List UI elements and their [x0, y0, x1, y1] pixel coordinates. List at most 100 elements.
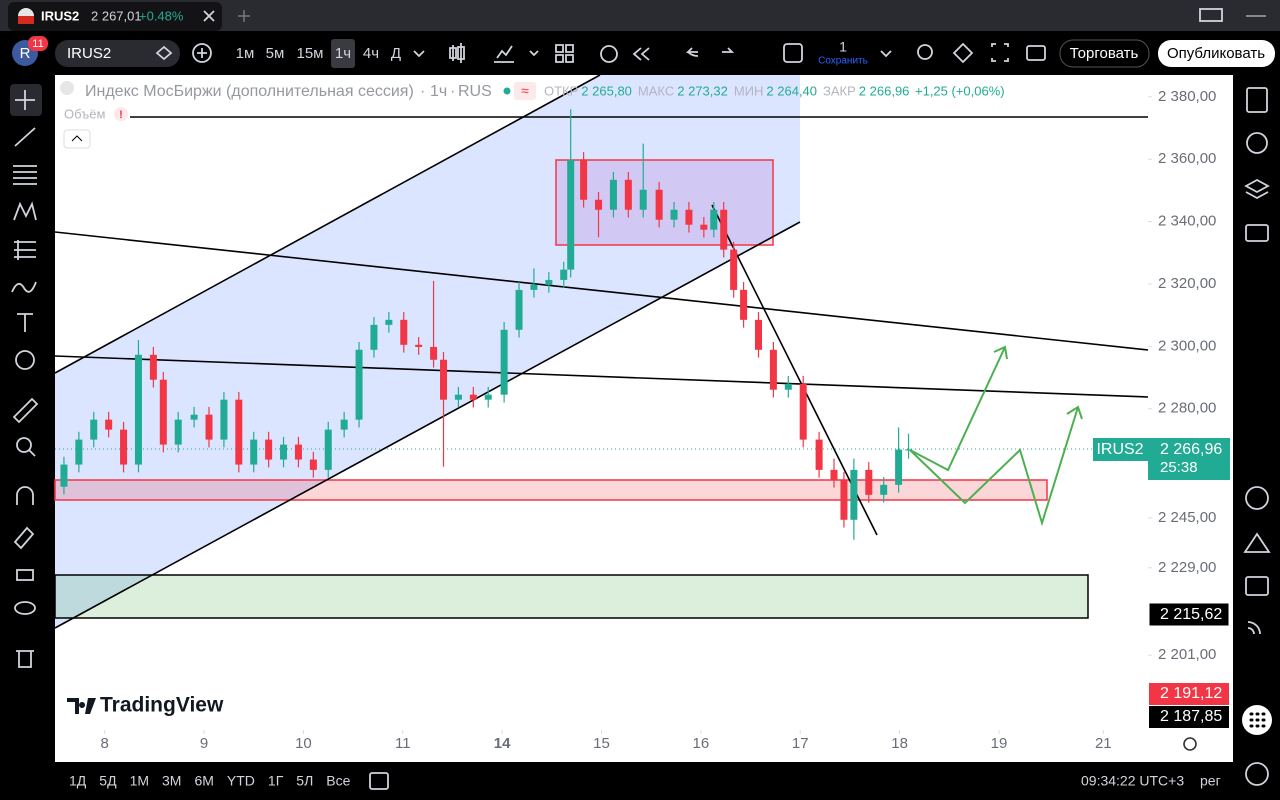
active-interval-bg [331, 39, 355, 68]
lock-tool[interactable] [16, 569, 34, 581]
layout-icon[interactable] [783, 43, 803, 63]
range-button[interactable]: 5Д [99, 773, 117, 789]
settings-icon[interactable] [952, 42, 974, 64]
window-icon[interactable] [1199, 8, 1223, 22]
y-tick-label: 2 245,00 [1158, 509, 1216, 526]
save-label[interactable]: Сохранить [818, 56, 868, 67]
ohlc-value: 2 264,40 [766, 83, 817, 98]
demand-zone [54, 479, 1048, 501]
stream-icon[interactable] [1247, 621, 1261, 635]
candle-body [560, 269, 568, 280]
tab[interactable] [8, 2, 222, 31]
alert-icon[interactable] [600, 45, 618, 63]
symbol-search[interactable] [55, 40, 180, 67]
range-button[interactable]: YTD [227, 773, 255, 789]
pattern-tool[interactable] [13, 201, 37, 221]
redo-icon[interactable] [722, 47, 735, 53]
interval-button[interactable]: Д [391, 45, 401, 62]
magnet-tool[interactable] [16, 486, 34, 505]
down-trend-line [711, 204, 878, 536]
layouts-icon[interactable] [555, 44, 574, 63]
replay-icon[interactable] [632, 47, 650, 61]
save-dropdown[interactable] [880, 50, 892, 58]
candle-body [174, 419, 182, 445]
trash-tool[interactable] [16, 650, 34, 668]
interval-button[interactable]: 1м [236, 45, 255, 62]
candle-body [190, 414, 198, 420]
visibility-tool[interactable] [14, 601, 36, 615]
icon-tool[interactable] [15, 350, 35, 370]
tv-logo [67, 698, 96, 714]
candle-body [799, 383, 807, 440]
goto-date[interactable] [369, 772, 389, 790]
ideas-icon[interactable] [1243, 532, 1271, 553]
candles-icon[interactable] [449, 43, 465, 63]
range-button[interactable]: 3М [162, 773, 181, 789]
compare-button[interactable] [192, 43, 212, 63]
interval-group: 1м 5м 15м 1ч 4ч Д [236, 45, 401, 62]
crosshair-tool[interactable] [15, 90, 35, 110]
indicators-icon[interactable] [494, 45, 514, 63]
alerts-icon[interactable] [1246, 132, 1268, 154]
draw-mode-tool[interactable] [13, 526, 35, 550]
layers-icon[interactable] [1244, 178, 1270, 200]
candle-body [815, 439, 823, 470]
candle-body [235, 399, 243, 465]
interval-button[interactable]: 1ч [335, 45, 351, 62]
trade-button[interactable] [1059, 39, 1150, 68]
brush-tool[interactable] [11, 281, 37, 293]
help-icon[interactable] [1245, 762, 1269, 786]
interval-button[interactable]: 15м [297, 45, 324, 62]
fullscreen-icon[interactable] [991, 43, 1009, 62]
interval-button[interactable]: 4ч [363, 45, 379, 62]
y-tick-label: 2 320,00 [1158, 275, 1216, 292]
new-tab[interactable] [238, 10, 250, 22]
level-tag [1148, 602, 1230, 627]
chat-icon[interactable] [1245, 224, 1269, 242]
collapse-legend[interactable] [63, 129, 91, 149]
undo-icon[interactable] [685, 47, 699, 57]
trendline-tool[interactable] [14, 127, 36, 147]
x-tick-label: 15 [593, 735, 610, 752]
snapshot-icon[interactable] [1026, 45, 1046, 61]
zoom-tool-handle [28, 449, 36, 457]
target-icon[interactable] [1245, 486, 1269, 510]
session[interactable]: рег [1200, 773, 1221, 789]
candle-body [784, 383, 792, 390]
candle-body [880, 484, 888, 495]
diamond-icon[interactable] [155, 45, 173, 61]
range-button[interactable]: 5Л [296, 773, 313, 789]
x-tick-label: 10 [295, 735, 312, 752]
arrow-head [993, 345, 1008, 360]
ruler-tool[interactable] [12, 397, 39, 424]
y-tick-label: 2 380,00 [1158, 88, 1216, 105]
legend-name: Индекс МосБиржи (дополнительная сессия) [85, 83, 414, 100]
range-button[interactable]: 1Д [69, 773, 87, 789]
watchlist-icon[interactable] [1246, 87, 1268, 113]
range-button[interactable]: 6М [194, 773, 213, 789]
interval-dropdown[interactable] [413, 50, 425, 58]
zoom-tool[interactable] [16, 437, 32, 453]
search-icon[interactable] [917, 44, 933, 60]
range-button[interactable]: 1М [130, 773, 149, 789]
trend-lines [54, 74, 1149, 629]
range-button[interactable]: Все [326, 773, 350, 789]
range-button[interactable]: 1Г [268, 773, 284, 789]
text-tool[interactable] [17, 313, 33, 332]
projection-tool[interactable] [14, 240, 36, 260]
publish-button[interactable] [1158, 40, 1275, 67]
watermark: TradingView [100, 694, 224, 717]
fib-tool[interactable] [13, 165, 37, 185]
tab-change: +0.48% [139, 8, 184, 23]
y-tick-label: 2 300,00 [1158, 337, 1216, 354]
calendar-icon[interactable] [1245, 576, 1269, 596]
interval-button[interactable]: 5м [266, 45, 285, 62]
close-tab[interactable] [203, 10, 215, 22]
candle-body [670, 209, 678, 220]
ohlc-value: 2 273,32 [677, 83, 728, 98]
level-price: 2 187,85 [1160, 708, 1222, 725]
axis-settings[interactable] [1183, 737, 1197, 751]
indicators-dropdown[interactable] [529, 50, 539, 57]
x-tick-label: 17 [792, 735, 809, 752]
legend-exchange: RUS [458, 83, 492, 100]
